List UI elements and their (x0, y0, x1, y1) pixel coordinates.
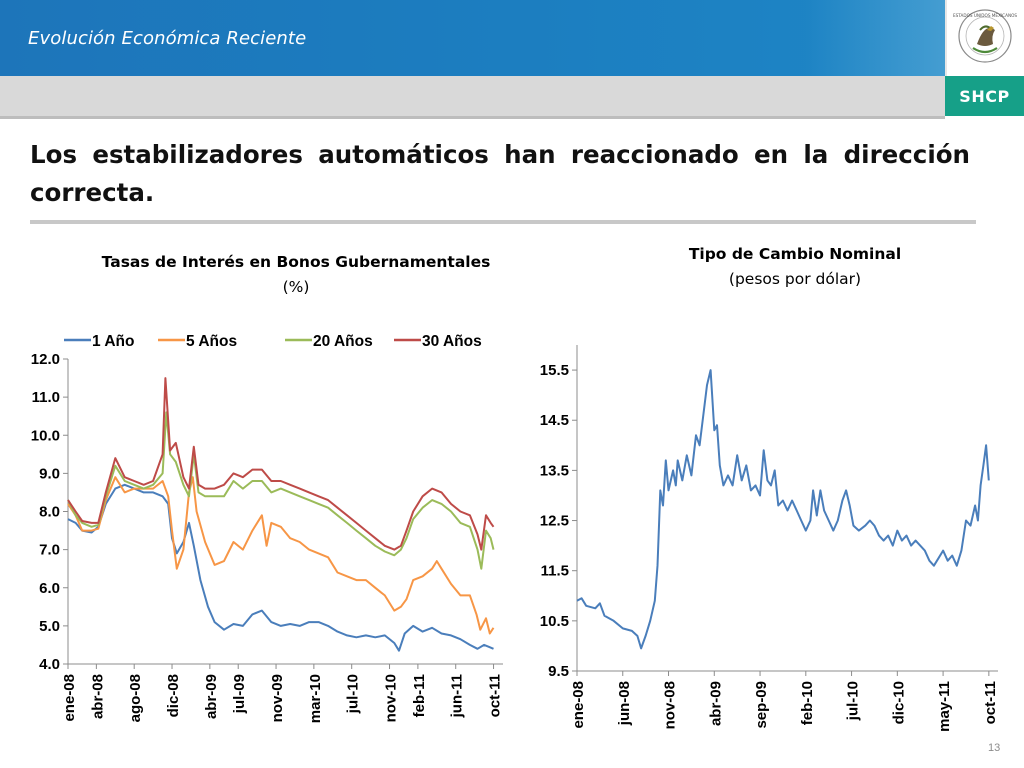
rates-chart-title-block: Tasas de Interés en Bonos Gubernamentale… (40, 251, 552, 301)
rates-chart: 4.0 5.0 6.0 7.0 8.0 9.0 10.0 11.0 12.0 ene-08 abr-… (31, 333, 504, 723)
x-tick-label: sep-09 (753, 681, 770, 729)
shcp-label: SHCP (959, 86, 1010, 106)
y-tick-label: 11.0 (32, 389, 60, 406)
y-tick-label: 7.0 (39, 542, 60, 559)
fx-chart-title: Tipo de Cambio Nominal (688, 245, 902, 263)
header-title: Evolución Económica Reciente (28, 28, 307, 49)
y-tick-label: 11.5 (541, 563, 569, 580)
x-tick-label: may-11 (936, 681, 953, 732)
x-tick-label: feb-11 (411, 674, 428, 717)
y-tick-label: 4.0 (39, 656, 60, 673)
rates-chart-title: Tasas de Interés en Bonos Gubernamentale… (101, 253, 491, 271)
page-number: 13 (988, 742, 1001, 754)
header-subband (0, 76, 945, 116)
y-tick-label: 12.0 (31, 351, 60, 368)
x-tick-label: jun-08 (616, 681, 633, 726)
header-divider (0, 116, 945, 119)
legend-label: 1 Año (92, 333, 134, 350)
x-tick-label: jul-10 (845, 681, 862, 721)
y-tick-label: 8.0 (39, 504, 60, 521)
series-line-1 (67, 483, 494, 652)
fx-chart-title-block: Tipo de Cambio Nominal (pesos por dólar) (600, 243, 990, 293)
seal-text: ESTADOS UNIDOS MEXICANOS (953, 13, 1017, 18)
x-tick-label: ene-08 (570, 681, 587, 729)
fx-chart-subtitle: (pesos por dólar) (728, 270, 862, 288)
x-tick-label: jun-11 (449, 674, 466, 718)
legend-label: 20 Años (313, 333, 373, 350)
mexican-seal-icon: ESTADOS UNIDOS MEXICANOS (953, 9, 1017, 63)
x-tick-label: jul-10 (345, 674, 362, 714)
y-tick-label: 15.5 (540, 362, 569, 379)
x-tick-label: oct-11 (982, 681, 999, 724)
x-tick-label: ago-08 (127, 674, 144, 722)
x-tick-label: dic-10 (890, 681, 907, 724)
x-tick-label: abr-09 (203, 674, 220, 719)
series-line-2 (67, 476, 495, 635)
x-tick-label: feb-10 (799, 681, 816, 725)
x-tick-label: nov-08 (662, 681, 679, 729)
y-tick-label: 12.5 (540, 513, 569, 530)
series-line-4 (67, 377, 495, 551)
x-tick-label: abr-08 (89, 674, 106, 719)
y-tick-label: 10.0 (31, 427, 60, 444)
series-line-1 (576, 369, 990, 650)
x-tick-label: ene-08 (61, 674, 78, 722)
x-tick-label: jul-09 (231, 674, 248, 714)
y-tick-label: 9.5 (548, 663, 569, 680)
y-tick-label: 6.0 (39, 580, 60, 597)
header-band (0, 0, 945, 76)
x-tick-label: nov-10 (383, 674, 400, 722)
x-tick-label: oct-11 (487, 674, 504, 717)
y-tick-label: 14.5 (540, 412, 569, 429)
y-tick-label: 13.5 (540, 462, 569, 479)
legend-label: 5 Años (186, 333, 237, 350)
shcp-logo: SHCP (945, 76, 1024, 116)
x-tick-label: dic-08 (165, 674, 182, 717)
fx-chart: 9.5 10.5 11.5 12.5 13.5 14.5 15.5 ene-08 jun-08 n… (540, 345, 999, 732)
headline-divider (30, 220, 976, 224)
seal-logo: ESTADOS UNIDOS MEXICANOS (945, 0, 1024, 76)
legend-label: 30 Años (422, 333, 482, 350)
x-tick-label: abr-09 (707, 681, 724, 726)
headline: Los estabilizadores automáticos han reac… (30, 140, 970, 207)
rates-legend: 1 Año 5 Años 20 Años 30 Años (64, 333, 482, 350)
series-line-3 (67, 411, 495, 570)
rates-chart-subtitle: (%) (282, 278, 310, 296)
x-tick-label: nov-09 (269, 674, 286, 722)
x-tick-label: mar-10 (307, 674, 324, 723)
y-tick-label: 5.0 (39, 618, 60, 635)
y-tick-label: 9.0 (39, 465, 60, 482)
y-tick-label: 10.5 (540, 613, 569, 630)
